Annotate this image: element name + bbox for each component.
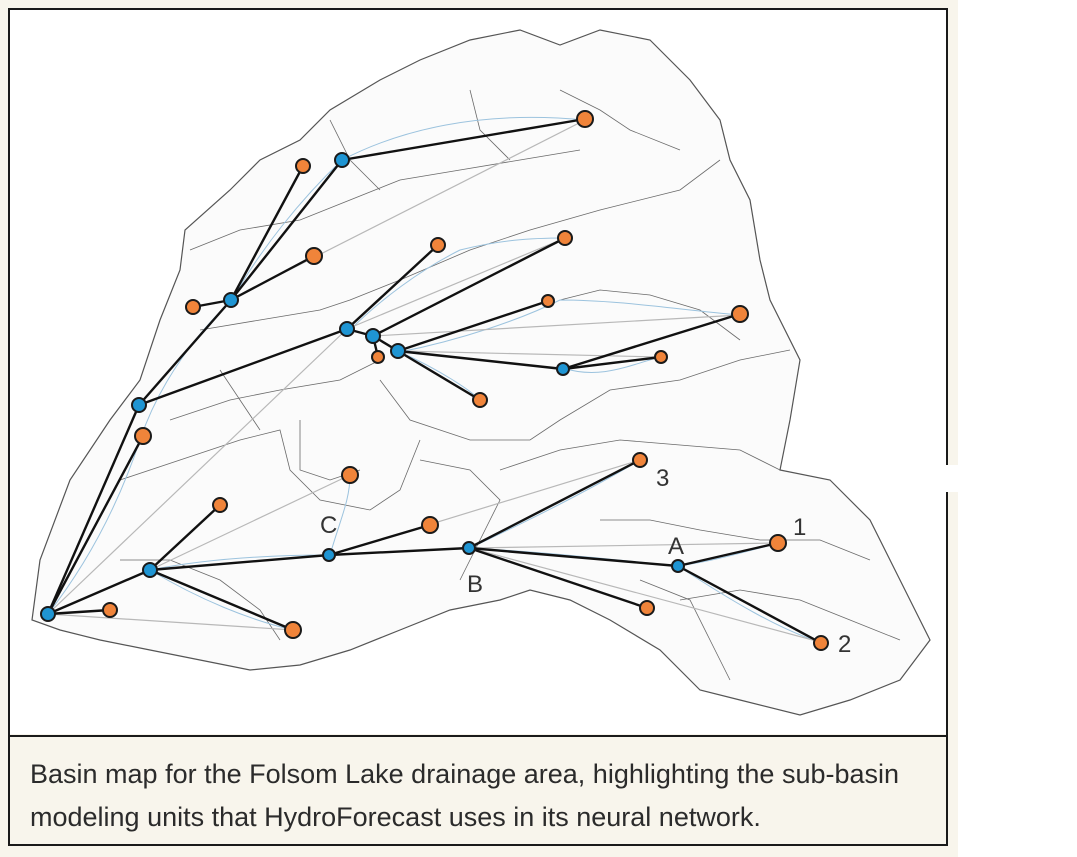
subbasin-node: [639, 600, 655, 616]
label-3: 3: [656, 465, 669, 492]
subbasin-node: [813, 635, 829, 651]
subbasin-node: [371, 350, 385, 364]
junction-node: [334, 152, 350, 168]
subbasin-node: [134, 427, 152, 445]
subbasin-node: [295, 158, 311, 174]
figure-frame: [8, 8, 948, 846]
subbasin-node: [102, 602, 118, 618]
basin-map: C B A 1 2 3: [10, 10, 946, 734]
junction-node: [339, 321, 355, 337]
junction-node: [322, 548, 336, 562]
subbasin-node: [185, 299, 201, 315]
subbasin-nodes: [102, 110, 829, 651]
junction-nodes: [40, 152, 685, 622]
subbasin-node: [430, 237, 446, 253]
subbasin-node: [576, 110, 594, 128]
subbasin-node: [769, 534, 787, 552]
label-b: B: [467, 571, 483, 598]
subbasin-node: [654, 350, 668, 364]
label-1: 1: [793, 514, 806, 541]
subbasin-node: [212, 497, 228, 513]
subbasin-node: [557, 230, 573, 246]
subbasin-node: [421, 516, 439, 534]
figure-caption: Basin map for the Folsom Lake drainage a…: [30, 759, 900, 832]
junction-node: [390, 343, 406, 359]
subbasin-node: [305, 247, 323, 265]
label-c: C: [320, 512, 337, 539]
primary-connectors: [46, 117, 822, 645]
junction-node: [40, 606, 56, 622]
subbasin-node: [341, 466, 359, 484]
subbasin-node: [541, 294, 555, 308]
subbasin-node: [731, 305, 749, 323]
junction-node: [462, 541, 476, 555]
junction-node: [556, 362, 570, 376]
junction-node: [671, 559, 685, 573]
junction-node: [142, 562, 158, 578]
junction-node: [131, 397, 147, 413]
label-a: A: [668, 533, 684, 560]
label-2: 2: [838, 631, 851, 658]
subbasin-node: [632, 452, 648, 468]
caption-box: Basin map for the Folsom Lake drainage a…: [10, 735, 946, 844]
subbasin-node: [472, 392, 488, 408]
blank-overlay: [866, 465, 958, 492]
junction-node: [223, 292, 239, 308]
figure-panel: C B A 1 2 3 Basin map for the Folsom Lak…: [0, 0, 958, 857]
subbasin-node: [284, 621, 302, 639]
junction-node: [365, 328, 381, 344]
